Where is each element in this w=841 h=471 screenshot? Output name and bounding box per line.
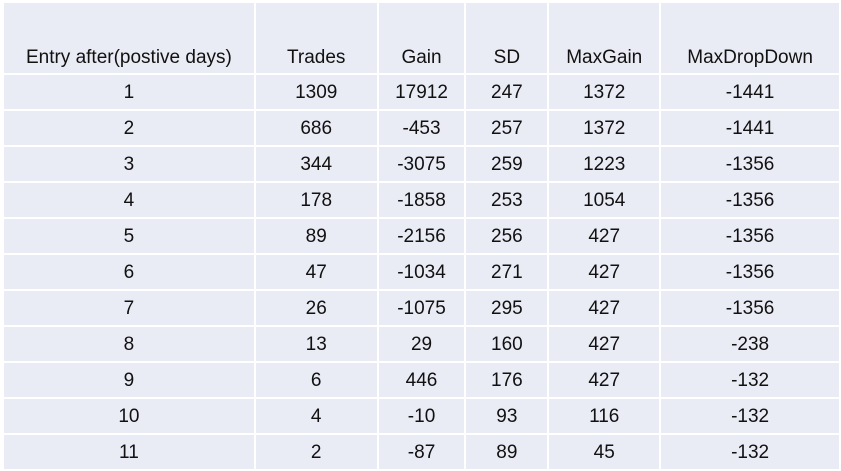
- cell-trades: 13: [255, 327, 377, 361]
- header-max-drop-down: MaxDropDown: [661, 3, 839, 73]
- cell-sd: 259: [466, 147, 548, 181]
- cell-gain: -1034: [378, 255, 465, 289]
- cell-trades: 344: [255, 147, 377, 181]
- cell-trades: 686: [255, 111, 377, 145]
- cell-gain: -453: [378, 111, 465, 145]
- cell-max-drop-down: -1356: [661, 291, 839, 325]
- cell-max-drop-down: -132: [661, 435, 839, 469]
- cell-max-gain: 45: [549, 435, 660, 469]
- cell-sd: 160: [466, 327, 548, 361]
- cell-gain: -2156: [378, 219, 465, 253]
- cell-gain: -1858: [378, 183, 465, 217]
- cell-max-gain: 427: [549, 363, 660, 397]
- cell-max-gain: 427: [549, 327, 660, 361]
- cell-trades: 6: [255, 363, 377, 397]
- cell-sd: 247: [466, 75, 548, 109]
- cell-max-drop-down: -1441: [661, 111, 839, 145]
- table-row: 1 1309 17912 247 1372 -1441: [4, 75, 839, 109]
- cell-sd: 176: [466, 363, 548, 397]
- cell-max-gain: 1054: [549, 183, 660, 217]
- table-row: 3 344 -3075 259 1223 -1356: [4, 147, 839, 181]
- cell-sd: 256: [466, 219, 548, 253]
- cell-entry-after: 7: [4, 291, 254, 325]
- cell-entry-after: 4: [4, 183, 254, 217]
- table-body: 1 1309 17912 247 1372 -1441 2 686 -453 257 1372 -14…: [4, 75, 839, 469]
- cell-max-drop-down: -132: [661, 363, 839, 397]
- cell-entry-after: 1: [4, 75, 254, 109]
- cell-max-gain: 427: [549, 255, 660, 289]
- table-row: 7 26 -1075 295 427 -1356: [4, 291, 839, 325]
- cell-trades: 89: [255, 219, 377, 253]
- header-trades: Trades: [255, 3, 377, 73]
- table-row: 6 47 -1034 271 427 -1356: [4, 255, 839, 289]
- cell-max-drop-down: -1356: [661, 255, 839, 289]
- cell-entry-after: 10: [4, 399, 254, 433]
- cell-gain: 17912: [378, 75, 465, 109]
- table-row: 11 2 -87 89 45 -132: [4, 435, 839, 469]
- header-entry-after: Entry after(postive days): [4, 3, 254, 73]
- cell-gain: -87: [378, 435, 465, 469]
- table-row: 10 4 -10 93 116 -132: [4, 399, 839, 433]
- cell-max-gain: 1372: [549, 111, 660, 145]
- cell-max-drop-down: -1356: [661, 219, 839, 253]
- cell-trades: 1309: [255, 75, 377, 109]
- cell-max-gain: 1223: [549, 147, 660, 181]
- cell-max-gain: 116: [549, 399, 660, 433]
- cell-trades: 178: [255, 183, 377, 217]
- table-row: 9 6 446 176 427 -132: [4, 363, 839, 397]
- cell-sd: 257: [466, 111, 548, 145]
- table-header-row: Entry after(postive days) Trades Gain SD…: [4, 3, 839, 73]
- cell-sd: 271: [466, 255, 548, 289]
- header-sd: SD: [466, 3, 548, 73]
- cell-entry-after: 11: [4, 435, 254, 469]
- cell-gain: 446: [378, 363, 465, 397]
- cell-max-drop-down: -1356: [661, 183, 839, 217]
- header-max-gain: MaxGain: [549, 3, 660, 73]
- cell-max-drop-down: -132: [661, 399, 839, 433]
- header-gain: Gain: [378, 3, 465, 73]
- cell-gain: -10: [378, 399, 465, 433]
- cell-entry-after: 3: [4, 147, 254, 181]
- table-row: 4 178 -1858 253 1054 -1356: [4, 183, 839, 217]
- cell-max-gain: 427: [549, 291, 660, 325]
- cell-max-drop-down: -1441: [661, 75, 839, 109]
- cell-gain: -3075: [378, 147, 465, 181]
- table-row: 5 89 -2156 256 427 -1356: [4, 219, 839, 253]
- cell-gain: -1075: [378, 291, 465, 325]
- cell-entry-after: 9: [4, 363, 254, 397]
- table-row: 8 13 29 160 427 -238: [4, 327, 839, 361]
- cell-max-drop-down: -1356: [661, 147, 839, 181]
- cell-trades: 47: [255, 255, 377, 289]
- cell-max-gain: 427: [549, 219, 660, 253]
- cell-max-gain: 1372: [549, 75, 660, 109]
- cell-sd: 89: [466, 435, 548, 469]
- cell-max-drop-down: -238: [661, 327, 839, 361]
- cell-trades: 26: [255, 291, 377, 325]
- cell-entry-after: 2: [4, 111, 254, 145]
- cell-trades: 2: [255, 435, 377, 469]
- cell-sd: 93: [466, 399, 548, 433]
- table-row: 2 686 -453 257 1372 -1441: [4, 111, 839, 145]
- cell-gain: 29: [378, 327, 465, 361]
- cell-entry-after: 8: [4, 327, 254, 361]
- cell-entry-after: 5: [4, 219, 254, 253]
- cell-sd: 253: [466, 183, 548, 217]
- cell-sd: 295: [466, 291, 548, 325]
- cell-entry-after: 6: [4, 255, 254, 289]
- cell-trades: 4: [255, 399, 377, 433]
